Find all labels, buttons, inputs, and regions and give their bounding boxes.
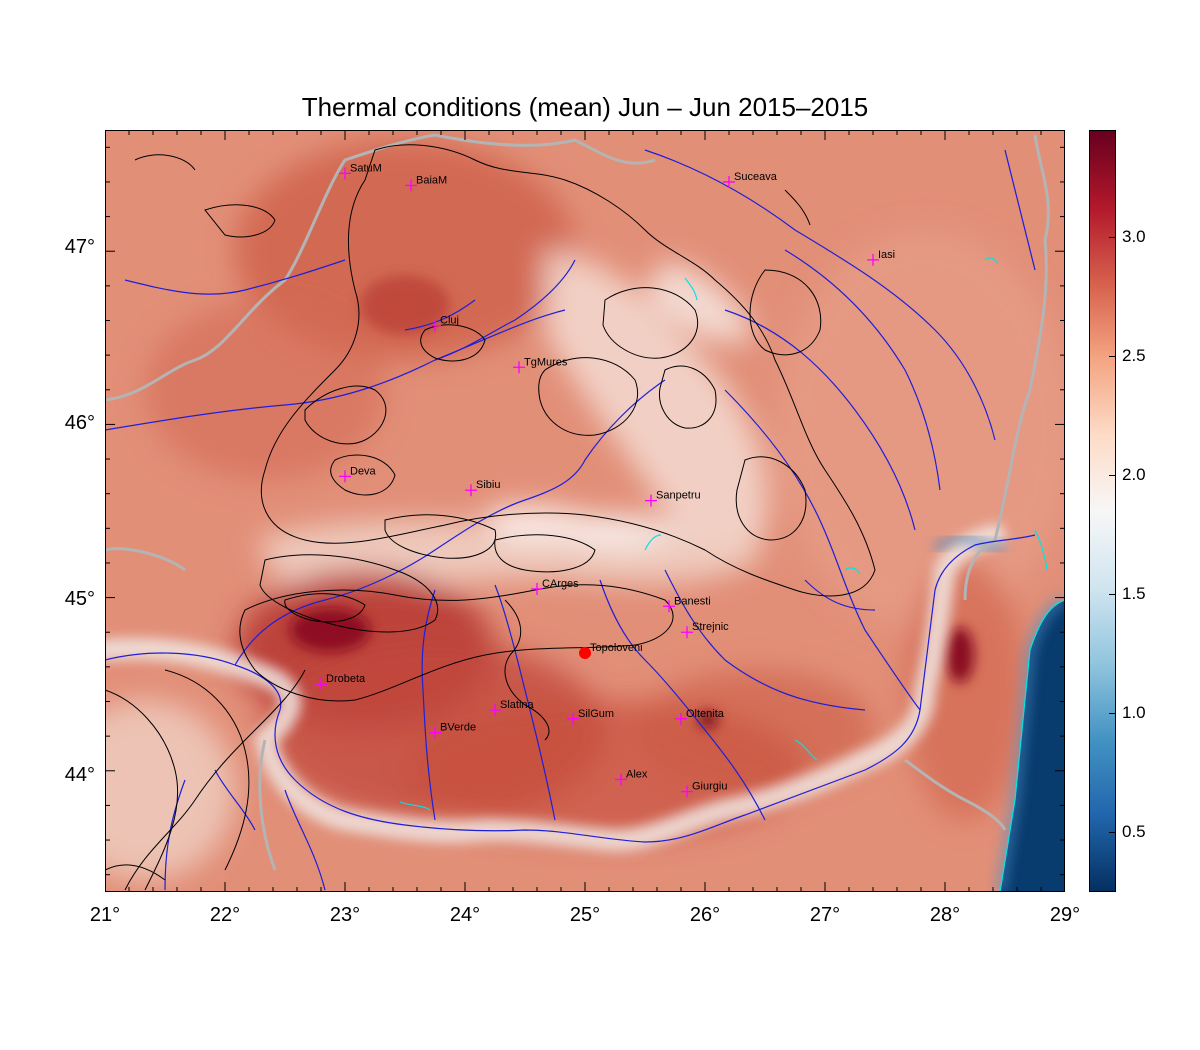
city-marker-deva[interactable]: Deva	[339, 465, 377, 483]
colorbar-tick-label: 1.5	[1122, 584, 1146, 604]
cross-marker-icon	[531, 582, 543, 595]
colorbar	[1089, 130, 1116, 892]
city-marker-slatina[interactable]: Slatina	[489, 699, 535, 717]
thermal-map[interactable]: SatuM BaiaM Suceava Iasi Cluj TgMures Deva Sibi…	[105, 130, 1065, 892]
lat-label-45: 45°	[64, 588, 95, 610]
city-label: Giurgiu	[692, 781, 727, 793]
cross-marker-icon	[645, 494, 657, 507]
colorbar-tick-label: 2.0	[1122, 465, 1146, 485]
city-marker-satum[interactable]: SatuM	[339, 162, 382, 180]
city-marker-strejnic[interactable]: Strejnic	[681, 621, 729, 639]
cross-marker-icon	[339, 470, 351, 483]
country-borders	[105, 133, 1050, 871]
colorbar-tick	[1109, 356, 1116, 358]
city-label: Oltenita	[686, 708, 725, 720]
city-markers: SatuM BaiaM Suceava Iasi Cluj TgMures Deva Sibi…	[315, 162, 895, 798]
colorbar-tick	[1109, 713, 1116, 715]
lon-label-23: 23°	[329, 904, 361, 926]
city-marker-alex[interactable]: Alex	[615, 768, 648, 786]
colorbar-tick-label: 0.5	[1122, 822, 1146, 842]
city-label: Topoloveni	[590, 642, 643, 654]
city-marker-topoloveni[interactable]: Topoloveni	[579, 642, 643, 660]
cross-marker-icon	[723, 175, 735, 188]
lat-label-44: 44°	[64, 764, 95, 786]
colorbar-tick-label: 3.0	[1122, 227, 1146, 247]
city-label: Drobeta	[326, 673, 366, 685]
lon-label-29: 29°	[1049, 904, 1081, 926]
city-marker-banesti[interactable]: Banesti	[663, 595, 711, 613]
city-label: Sibiu	[476, 479, 500, 491]
cross-marker-icon	[615, 773, 627, 786]
city-marker-tgmures[interactable]: TgMures	[513, 356, 568, 374]
city-marker-iasi[interactable]: Iasi	[867, 249, 895, 266]
danube-cool-band	[105, 524, 1006, 852]
lon-label-24: 24°	[449, 904, 481, 926]
highlight-dot	[579, 647, 591, 660]
cross-marker-icon	[315, 678, 327, 691]
city-label: Suceava	[734, 171, 778, 183]
cross-marker-icon	[339, 167, 351, 180]
cross-marker-icon	[567, 712, 579, 725]
city-label: Cluj	[440, 315, 459, 327]
city-marker-oltenita[interactable]: Oltenita	[675, 708, 725, 725]
cross-marker-icon	[429, 726, 441, 739]
elevation-contours	[105, 144, 876, 891]
colorbar-tick	[1109, 832, 1116, 834]
lon-label-25: 25°	[569, 904, 601, 926]
city-label: Deva	[350, 465, 377, 477]
cross-marker-icon	[681, 785, 693, 798]
city-label: SatuM	[350, 162, 382, 174]
city-marker-sibiu[interactable]: Sibiu	[465, 479, 500, 497]
city-label: CArges	[542, 578, 579, 590]
city-marker-giurgiu[interactable]: Giurgiu	[681, 781, 727, 798]
cross-marker-icon	[867, 253, 879, 266]
lat-label-46: 46°	[64, 412, 95, 434]
map-area[interactable]: SatuM BaiaM Suceava Iasi Cluj TgMures Deva Sibi…	[105, 130, 1065, 892]
city-marker-suceava[interactable]: Suceava	[723, 171, 778, 188]
city-marker-silgum[interactable]: SilGum	[567, 708, 614, 725]
colorbar-tick-label: 1.0	[1122, 703, 1146, 723]
cross-marker-icon	[681, 626, 693, 639]
lon-label-27: 27°	[809, 904, 841, 926]
cross-marker-icon	[405, 179, 417, 192]
city-marker-baiam[interactable]: BaiaM	[405, 174, 447, 192]
map-title: Thermal conditions (mean) Jun – Jun 2015…	[301, 92, 869, 122]
cross-marker-icon	[663, 600, 675, 613]
lon-label-22: 22°	[209, 904, 241, 926]
city-label: BaiaM	[416, 174, 447, 186]
city-marker-drobeta[interactable]: Drobeta	[315, 673, 366, 691]
city-label: BVerde	[440, 722, 476, 734]
city-label: Strejnic	[692, 621, 729, 633]
axis-ticks	[105, 130, 1065, 892]
city-label: Slatina	[500, 699, 535, 711]
lon-label-26: 26°	[689, 904, 721, 926]
cross-marker-icon	[675, 712, 687, 725]
colorbar-tick	[1109, 475, 1116, 477]
cross-marker-icon	[429, 319, 441, 332]
city-label: Alex	[626, 768, 648, 780]
city-label: TgMures	[524, 356, 568, 368]
colorbar-tick	[1109, 237, 1116, 239]
city-label: Banesti	[674, 595, 711, 607]
lon-label-28: 28°	[929, 904, 961, 926]
colorbar-tick	[1109, 594, 1116, 596]
city-label: Iasi	[878, 249, 895, 261]
rivers	[105, 149, 1036, 891]
lat-label-47: 47°	[64, 236, 95, 258]
cross-marker-icon	[465, 484, 477, 497]
lon-label-21: 21°	[89, 904, 121, 926]
hot-spots	[290, 275, 974, 728]
city-marker-cluj[interactable]: Cluj	[429, 315, 459, 332]
cross-marker-icon	[513, 361, 525, 374]
lakes	[399, 257, 1048, 811]
cross-marker-icon	[489, 704, 501, 717]
city-marker-carges[interactable]: CArges	[531, 578, 579, 595]
city-label: Sanpetru	[656, 490, 701, 502]
colorbar-tick-label: 2.5	[1122, 346, 1146, 366]
city-label: SilGum	[578, 708, 614, 720]
city-marker-bverde[interactable]: BVerde	[429, 722, 476, 739]
city-marker-sanpetru[interactable]: Sanpetru	[645, 490, 701, 507]
